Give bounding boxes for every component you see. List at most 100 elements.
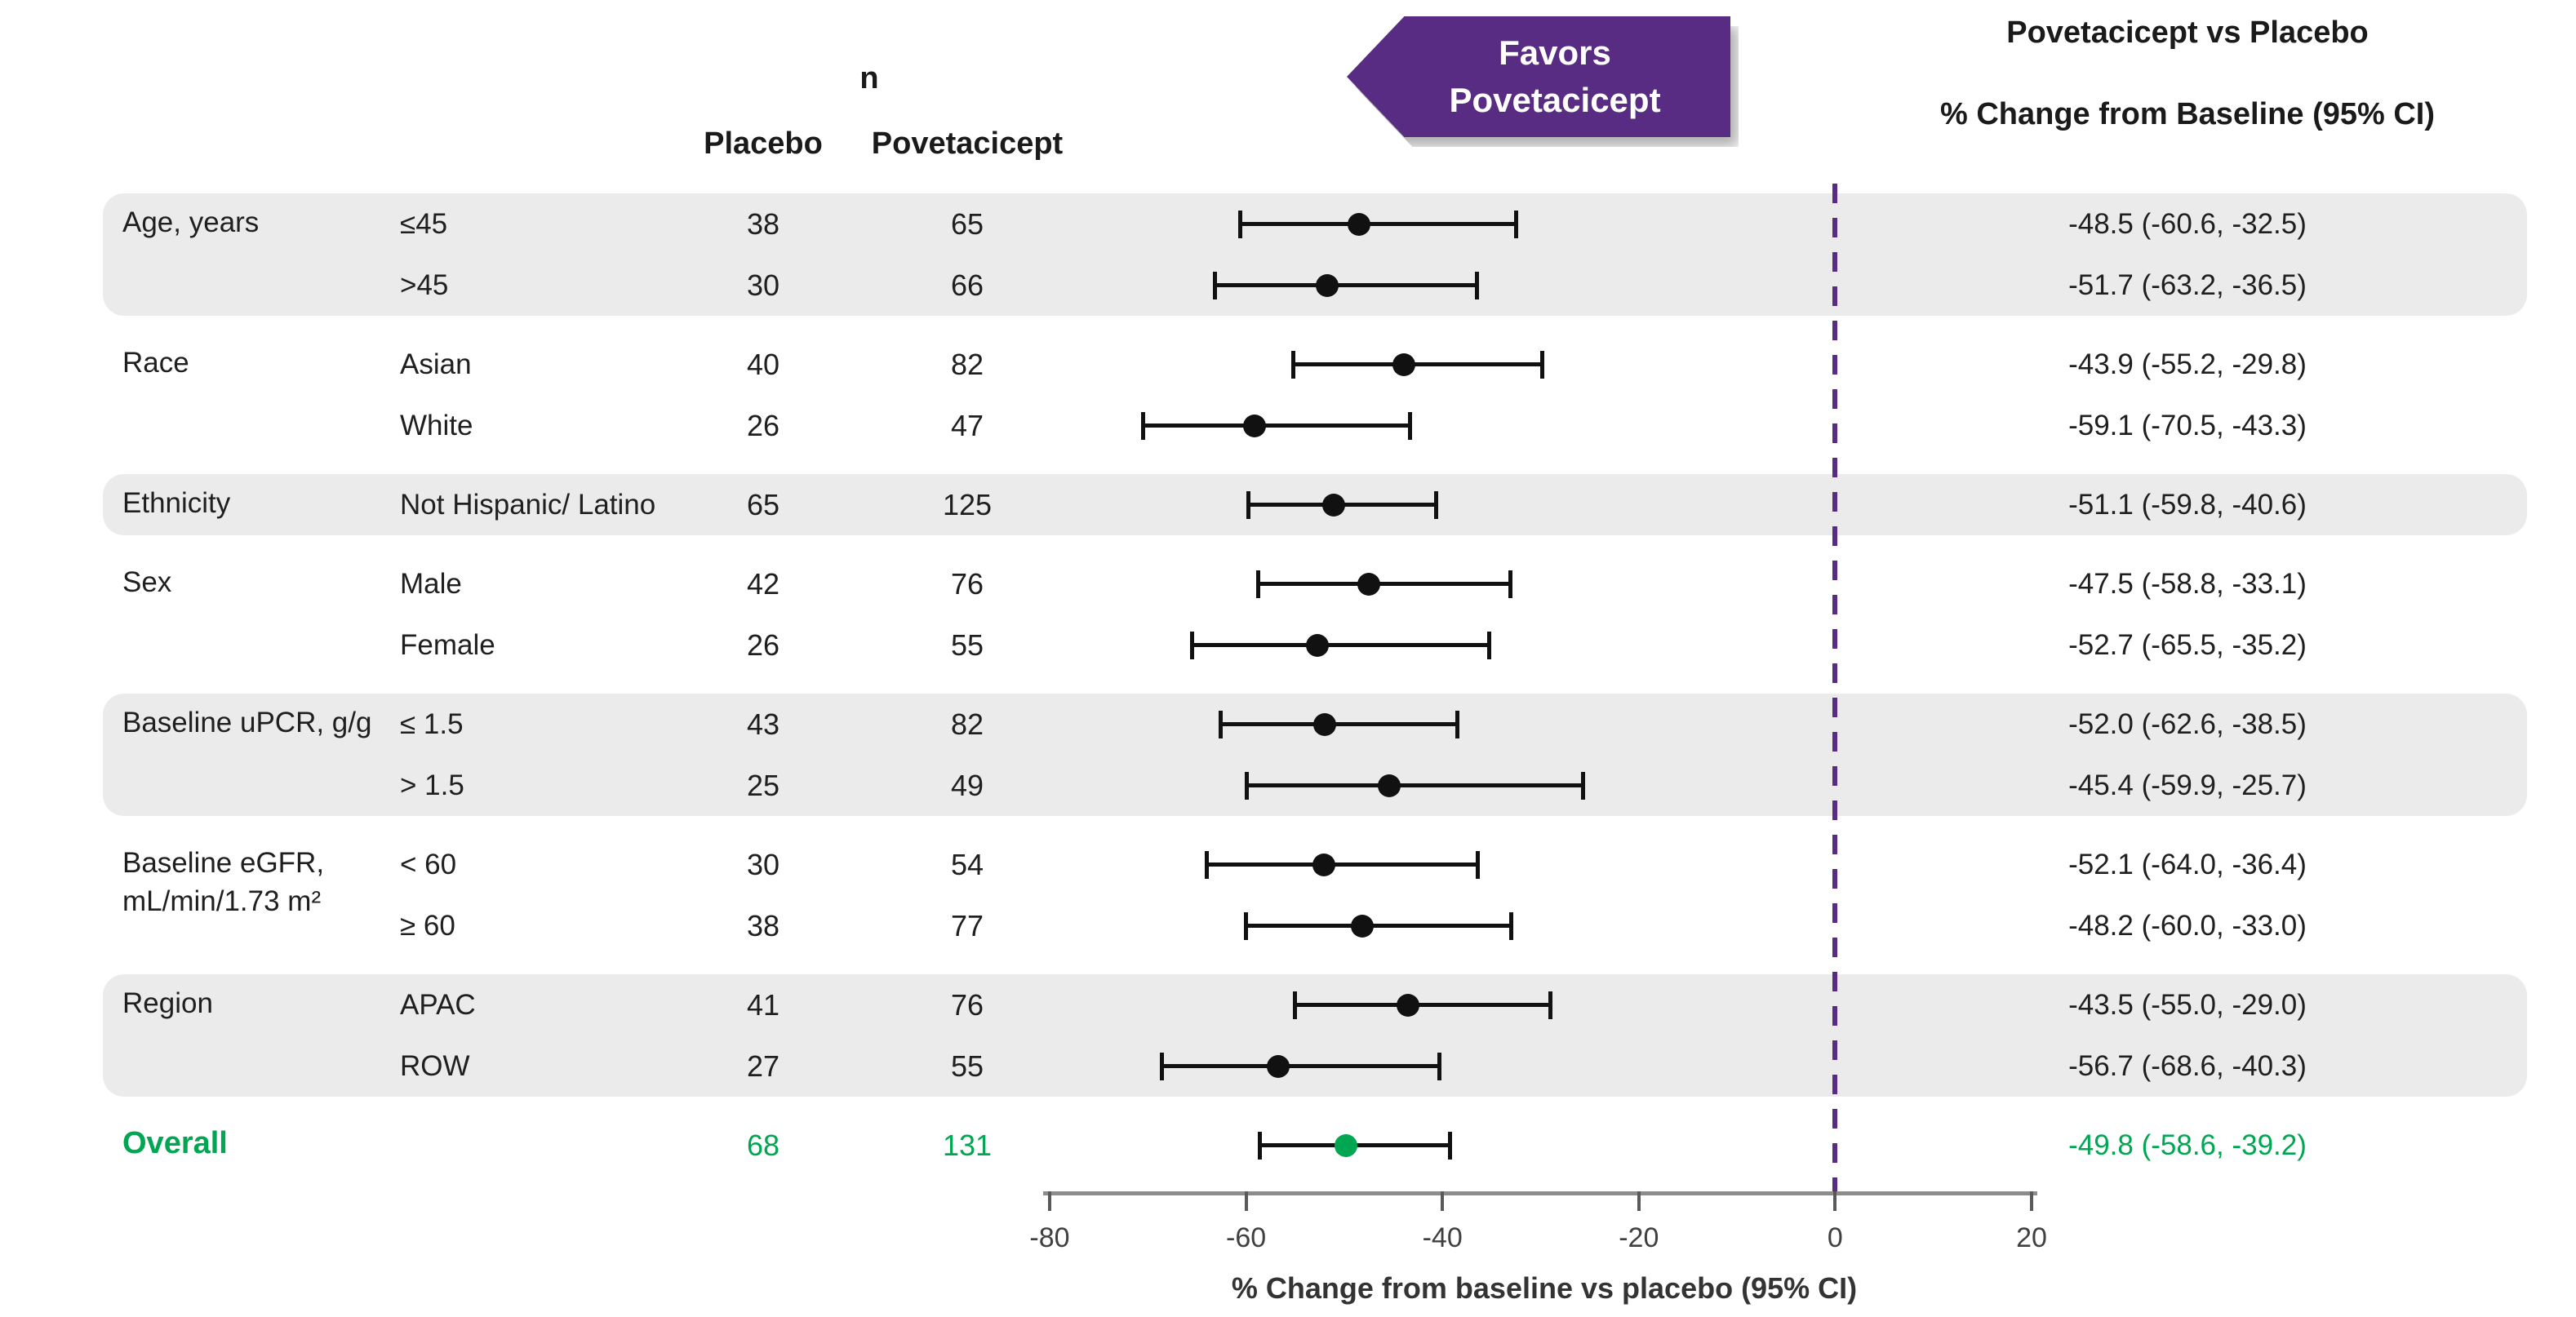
ci-lower-cap — [1218, 710, 1223, 738]
axis-tick-label: 0 — [1827, 1222, 1843, 1253]
point-estimate-marker — [1397, 993, 1420, 1017]
point-estimate-marker — [1267, 1054, 1290, 1078]
ci-value-text: -51.7 (-63.2, -36.5) — [2068, 268, 2307, 301]
point-estimate-marker — [1243, 414, 1267, 437]
point-estimate-marker — [1335, 1133, 1358, 1157]
ci-upper-cap — [1437, 1052, 1442, 1080]
favors-arrow-line2: Povetacicept — [1449, 81, 1661, 119]
ci-lower-cap — [1257, 1131, 1262, 1160]
subgroup-label: Not Hispanic/ Latino — [400, 488, 656, 521]
povetacicept-n-value: 76 — [950, 987, 984, 1022]
favors-arrow-line1: Favors — [1499, 33, 1611, 72]
ci-upper-cap — [1448, 1131, 1453, 1160]
point-estimate-marker — [1321, 493, 1345, 517]
ci-upper-cap — [1580, 771, 1585, 800]
point-estimate-marker — [1306, 633, 1330, 657]
povetacicept-n-value: 55 — [950, 627, 984, 662]
ci-whisker-line — [1215, 283, 1477, 287]
placebo-n-value: 65 — [746, 487, 780, 521]
group-band — [103, 974, 2527, 1097]
point-estimate-marker — [1312, 712, 1336, 736]
category-label: Ethnicity — [122, 486, 231, 519]
ci-upper-cap — [1408, 411, 1412, 440]
ci-lower-cap — [1140, 411, 1145, 440]
subgroup-label: > 1.5 — [400, 769, 464, 801]
subgroup-label: White — [400, 409, 473, 441]
axis-tick-label: -80 — [1029, 1222, 1070, 1253]
placebo-n-value: 30 — [746, 268, 780, 302]
ci-lower-cap — [1204, 850, 1209, 879]
axis-tick-label: -40 — [1422, 1222, 1463, 1253]
povetacicept-n-value: 77 — [950, 908, 984, 942]
ci-value-text: -45.4 (-59.9, -25.7) — [2068, 769, 2307, 801]
ci-lower-cap — [1237, 210, 1242, 238]
ci-upper-cap — [1455, 710, 1459, 738]
povetacicept-column-header: Povetacicept — [871, 126, 1064, 161]
povetacicept-n-value: 125 — [942, 487, 993, 521]
subgroup-label: < 60 — [400, 848, 457, 880]
ci-upper-cap — [1508, 570, 1512, 598]
ci-whisker-line — [1220, 722, 1458, 726]
ci-value-text: -52.0 (-62.6, -38.5) — [2068, 707, 2307, 740]
ci-upper-cap — [1487, 631, 1492, 659]
point-estimate-marker — [1392, 353, 1416, 376]
point-estimate-marker — [1357, 572, 1380, 596]
placebo-n-value: 68 — [746, 1128, 780, 1162]
ci-value-text: -49.8 (-58.6, -39.2) — [2068, 1129, 2307, 1161]
category-label: Overall — [122, 1125, 228, 1160]
ci-upper-cap — [1476, 850, 1480, 879]
category-label: Baseline uPCR, g/g — [122, 706, 372, 738]
subgroup-label: ≤45 — [400, 207, 448, 240]
axis-tick — [1048, 1191, 1051, 1211]
point-estimate-marker — [1350, 914, 1374, 938]
subgroup-label: Female — [400, 628, 495, 661]
ci-upper-cap — [1548, 991, 1553, 1019]
ci-value-text: -48.5 (-60.6, -32.5) — [2068, 207, 2307, 240]
ci-upper-cap — [1474, 271, 1479, 299]
placebo-n-value: 41 — [746, 987, 780, 1022]
axis-tick — [2030, 1191, 2033, 1211]
placebo-n-value: 27 — [746, 1049, 780, 1083]
povetacicept-n-value: 49 — [950, 768, 984, 802]
ci-lower-cap — [1189, 631, 1194, 659]
ci-value-text: -51.1 (-59.8, -40.6) — [2068, 488, 2307, 521]
ci-lower-cap — [1255, 570, 1260, 598]
ci-value-text: -56.7 (-68.6, -40.3) — [2068, 1049, 2307, 1082]
povetacicept-n-value: 55 — [950, 1049, 984, 1083]
povetacicept-n-value: 82 — [950, 347, 984, 381]
placebo-n-value: 43 — [746, 707, 780, 741]
placebo-n-value: 25 — [746, 768, 780, 802]
povetacicept-n-value: 66 — [950, 268, 984, 302]
category-label: Baseline eGFR, mL/min/1.73 m² — [122, 846, 325, 917]
ci-lower-cap — [1212, 271, 1217, 299]
n-column-header: n — [859, 61, 879, 95]
point-estimate-marker — [1347, 212, 1370, 236]
ci-value-text: -43.5 (-55.0, -29.0) — [2068, 988, 2307, 1021]
point-estimate-marker — [1378, 774, 1401, 797]
x-axis-label: % Change from baseline vs placebo (95% C… — [1231, 1271, 1858, 1305]
ci-whisker-line — [1143, 423, 1410, 428]
subgroup-label: APAC — [400, 988, 476, 1021]
axis-tick — [1441, 1191, 1445, 1211]
ci-upper-cap — [1513, 210, 1518, 238]
povetacicept-n-value: 65 — [950, 206, 984, 241]
ci-whisker-line — [1295, 1003, 1551, 1007]
ci-upper-cap — [1540, 350, 1545, 379]
placebo-n-value: 30 — [746, 847, 780, 881]
subgroup-label: ≤ 1.5 — [400, 707, 464, 740]
ci-lower-cap — [1290, 350, 1295, 379]
category-label: Sex — [122, 565, 172, 598]
povetacicept-n-value: 82 — [950, 707, 984, 741]
ci-lower-cap — [1159, 1052, 1164, 1080]
favors-povetacicept-arrow: Favors Povetacicept — [1347, 16, 1730, 137]
ci-lower-cap — [1293, 991, 1298, 1019]
povetacicept-n-value: 47 — [950, 408, 984, 442]
group-band — [103, 694, 2527, 816]
right-column-title: Povetacicept vs Placebo — [2006, 16, 2369, 50]
placebo-n-value: 38 — [746, 908, 780, 942]
ci-lower-cap — [1245, 771, 1250, 800]
category-label: Age, years — [122, 206, 260, 238]
placebo-n-value: 26 — [746, 627, 780, 662]
category-label: Region — [122, 987, 213, 1019]
